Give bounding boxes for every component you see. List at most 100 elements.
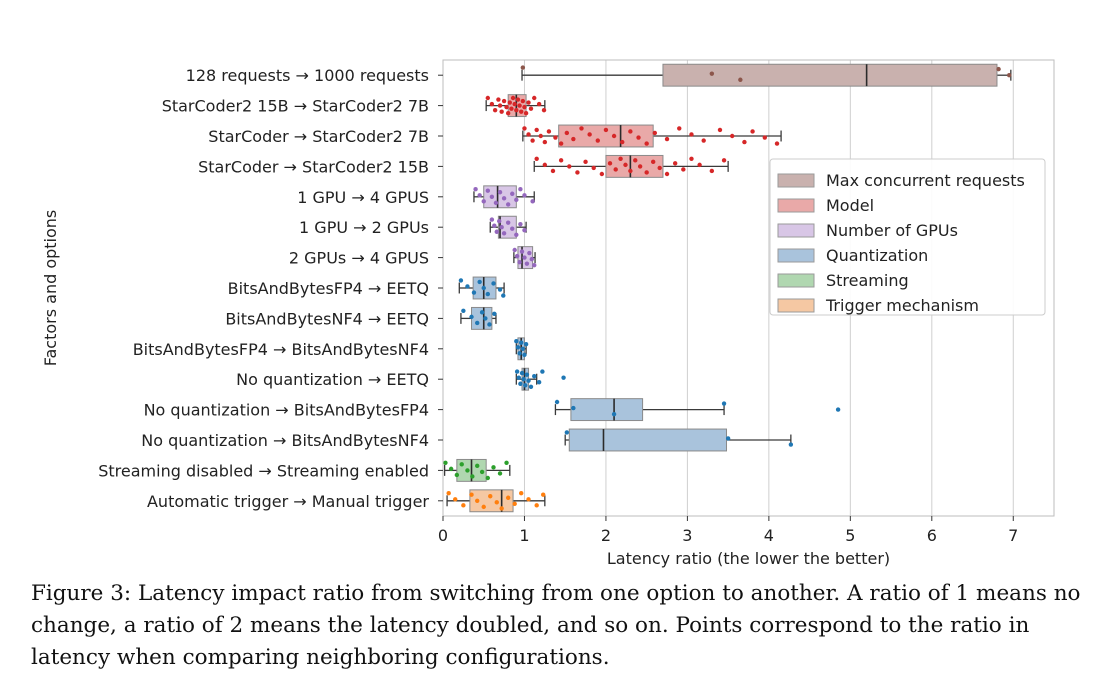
data-point: [620, 139, 625, 145]
data-point: [534, 156, 539, 161]
data-point: [701, 138, 706, 143]
y-tick-label: No quantization → BitsAndBytesNF4: [141, 431, 429, 450]
data-point: [522, 104, 527, 110]
point-series: [443, 65, 1012, 511]
legend-swatch: [777, 198, 815, 213]
data-point: [996, 66, 1001, 72]
x-tick-label: 1: [519, 526, 529, 545]
data-point: [522, 126, 527, 131]
data-point: [607, 161, 613, 166]
box: [570, 398, 644, 422]
data-point: [454, 472, 460, 478]
data-point: [664, 171, 670, 177]
data-point: [613, 167, 618, 172]
data-point: [522, 193, 527, 198]
data-point: [636, 135, 641, 140]
data-point: [483, 316, 488, 321]
data-point: [458, 278, 464, 283]
data-point: [520, 65, 526, 70]
data-point: [628, 168, 633, 174]
data-point: [558, 141, 564, 146]
data-point: [514, 232, 519, 237]
data-point: [475, 498, 480, 503]
data-point: [505, 202, 511, 207]
data-point: [514, 369, 520, 374]
data-point: [725, 436, 731, 441]
box: [568, 428, 728, 452]
data-point: [591, 165, 596, 171]
data-point: [595, 138, 600, 143]
data-point: [520, 346, 526, 351]
data-point: [504, 460, 509, 465]
data-point: [518, 381, 523, 386]
data-point: [526, 497, 531, 502]
data-point: [514, 339, 519, 344]
x-tick-label: 0: [438, 526, 448, 545]
data-point: [509, 106, 514, 111]
legend-swatch: [777, 298, 815, 313]
data-point: [479, 310, 485, 315]
legend-label: Trigger mechanism: [825, 296, 979, 315]
data-point: [689, 156, 694, 161]
data-point: [477, 193, 482, 198]
data-point: [491, 465, 496, 470]
data-point: [546, 129, 552, 134]
data-point: [501, 231, 507, 236]
data-point: [526, 378, 531, 383]
data-point: [519, 370, 525, 376]
data-point: [492, 311, 497, 317]
data-point: [583, 159, 588, 165]
box-row: [521, 63, 1012, 87]
data-point: [485, 291, 491, 297]
data-point: [650, 159, 656, 165]
y-tick-label: 1 GPU → 2 GPUs: [299, 218, 429, 237]
data-point: [485, 95, 491, 101]
data-point: [564, 130, 570, 136]
y-tick-label: 128 requests → 1000 requests: [186, 66, 429, 85]
data-point: [529, 256, 534, 262]
data-point: [473, 187, 478, 192]
data-point: [738, 77, 743, 82]
data-point: [528, 106, 534, 111]
legend-swatch: [777, 248, 815, 263]
y-tick-label: No quantization → EETQ: [236, 370, 429, 389]
data-point: [677, 126, 682, 131]
data-point: [492, 223, 497, 228]
data-point: [501, 98, 507, 104]
data-point: [523, 111, 529, 116]
legend-swatch: [777, 273, 815, 288]
data-point: [505, 111, 511, 116]
data-point: [611, 133, 617, 139]
data-point: [461, 308, 466, 313]
data-point: [481, 199, 486, 204]
y-tick-label: Automatic trigger → Manual trigger: [147, 492, 429, 511]
x-tick-label: 7: [1008, 526, 1018, 545]
y-tick-label: BitsAndBytesFP4 → BitsAndBytesNF4: [133, 340, 429, 359]
data-point: [514, 107, 519, 113]
data-point: [550, 168, 556, 174]
data-point: [479, 469, 485, 475]
data-point: [501, 196, 507, 201]
data-point: [721, 401, 727, 406]
data-point: [523, 342, 529, 347]
data-point: [519, 491, 524, 496]
data-point: [493, 200, 499, 206]
figure-caption: Figure 3: Latency impact ratio from swit…: [31, 581, 1081, 670]
data-point: [448, 466, 454, 472]
data-point: [564, 430, 570, 435]
x-tick-label: 6: [927, 526, 937, 545]
data-point: [519, 249, 525, 254]
data-point: [522, 255, 527, 260]
data-point: [536, 380, 542, 385]
data-point: [499, 225, 504, 230]
data-point: [689, 132, 694, 137]
y-tick-label: Streaming disabled → Streaming enabled: [98, 461, 429, 480]
y-tick-label: StarCoder → StarCoder2 7B: [208, 127, 429, 146]
x-tick-label: 4: [764, 526, 774, 545]
y-tick-label: 1 GPU → 4 GPUS: [297, 188, 429, 207]
data-point: [518, 187, 523, 192]
data-point: [633, 158, 638, 163]
data-point: [534, 127, 539, 133]
data-point: [485, 475, 491, 481]
data-point: [530, 199, 535, 204]
